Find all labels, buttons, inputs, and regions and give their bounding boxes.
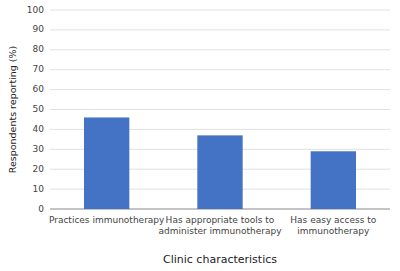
y-tick-label: 10 bbox=[33, 184, 45, 194]
y-tick-label: 100 bbox=[27, 5, 44, 15]
x-tick-label: Has appropriate tools toadminister immun… bbox=[159, 215, 283, 236]
bar bbox=[197, 135, 242, 209]
x-tick-label-line: Has appropriate tools to bbox=[166, 215, 275, 225]
y-tick-label: 40 bbox=[33, 124, 45, 134]
bar bbox=[311, 151, 356, 209]
y-tick-label: 60 bbox=[33, 84, 45, 94]
grid-line bbox=[50, 89, 390, 90]
x-axis-title: Clinic characteristics bbox=[163, 253, 277, 266]
grid-line bbox=[50, 69, 390, 70]
y-axis: 0 10 20 30 40 50 60 70 80 90 100 bbox=[27, 5, 390, 214]
y-tick-label: 20 bbox=[33, 164, 45, 174]
chart-container: 0 10 20 30 40 50 60 70 80 90 100 Practices immunoth… bbox=[0, 0, 400, 271]
chart: 0 10 20 30 40 50 60 70 80 90 100 Practices immunoth… bbox=[0, 0, 400, 271]
x-tick-label-line: Has easy access to bbox=[290, 215, 376, 225]
grid-line bbox=[50, 29, 390, 30]
x-tick-label: Has easy access toimmunotherapy bbox=[290, 215, 376, 236]
y-tick-label: 50 bbox=[33, 104, 45, 114]
x-tick-label: Practices immunotherapy bbox=[49, 215, 165, 225]
grid-line bbox=[50, 10, 390, 11]
y-tick-label: 80 bbox=[33, 44, 45, 54]
y-tick-label: 90 bbox=[33, 24, 45, 34]
x-tick-label-line: administer immunotherapy bbox=[159, 226, 283, 236]
y-axis-title: Respondents reporting (%) bbox=[7, 46, 18, 174]
y-tick-label: 30 bbox=[33, 144, 45, 154]
bars bbox=[84, 117, 356, 209]
grid-line bbox=[50, 109, 390, 110]
x-tick-label-line: Practices immunotherapy bbox=[49, 215, 165, 225]
bar bbox=[84, 117, 129, 209]
grid-line bbox=[50, 49, 390, 50]
y-tick-label: 70 bbox=[33, 64, 45, 74]
y-tick-label: 0 bbox=[38, 204, 44, 214]
x-axis: Practices immunotherapyHas appropriate t… bbox=[49, 215, 377, 236]
x-tick-label-line: immunotherapy bbox=[297, 226, 370, 236]
